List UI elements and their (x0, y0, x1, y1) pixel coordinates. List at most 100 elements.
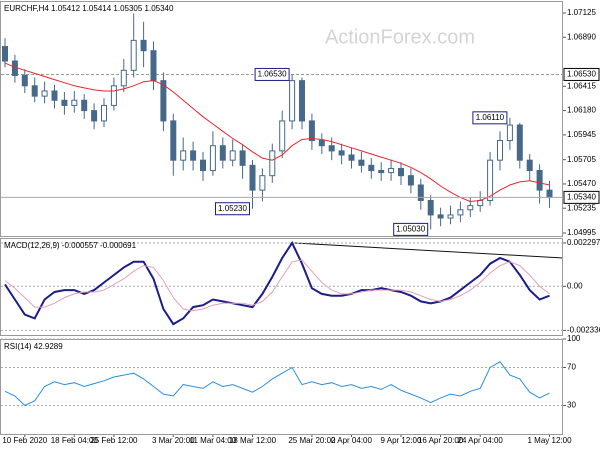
candle-body (200, 159, 206, 172)
candle-body (190, 150, 197, 161)
candle-body (388, 167, 395, 174)
x-tick-label: 18 Feb 04:00 (51, 436, 99, 445)
candle-body (318, 140, 325, 147)
candle-body (417, 184, 424, 201)
candle-body (41, 90, 48, 97)
candle-body (506, 124, 513, 142)
candle-body (180, 150, 187, 161)
y-tick-label: 1.06180 (567, 106, 596, 115)
annotation-label: 1.06110 (476, 113, 505, 122)
level-label-box (563, 67, 600, 81)
candle-body (447, 214, 454, 219)
x-tick-label: 9 Apr 12:00 (381, 436, 422, 445)
last-price-label: 1.05340 (567, 192, 596, 201)
x-tick-label: 11 Mar 04:00 (190, 436, 237, 445)
candle-body (91, 110, 98, 122)
annotation-box (254, 67, 290, 81)
level-label: 1.06530 (567, 70, 596, 79)
pane-frame (0, 238, 563, 336)
annotation-label: 1.05230 (218, 204, 247, 213)
x-tick-label: 25 Feb 12:00 (90, 436, 138, 445)
pane-frame (0, 1, 563, 237)
y-tick-label: -0.002336 (567, 326, 600, 335)
annotation-label: 1.05030 (396, 224, 425, 233)
x-tick-label: 24 Apr 04:00 (458, 436, 504, 445)
candle-body (289, 80, 296, 122)
candle-body (2, 46, 8, 62)
candle-body (31, 85, 38, 97)
y-tick-label: 1.07125 (567, 8, 596, 17)
candle-body (368, 164, 375, 172)
candle-body (21, 74, 28, 87)
pane-title: EURCHF,H4 1.05412 1.05414 1.05305 1.0534… (4, 4, 174, 13)
x-tick-label: 10 Feb 2020 (2, 436, 47, 445)
y-tick-label: 1.05470 (567, 179, 596, 188)
candle-body (140, 39, 147, 52)
y-tick-label: 1.06415 (567, 81, 596, 90)
candle-body (249, 164, 256, 191)
candle-body (219, 145, 226, 161)
candle-body (437, 214, 444, 219)
annotation-label: 1.06530 (258, 70, 287, 79)
pane-title: RSI(14) 42.9289 (4, 342, 63, 351)
candle-body (61, 99, 68, 106)
x-tick-label: 1 May 12:00 (527, 436, 572, 445)
y-tick-label: 100 (567, 334, 581, 343)
candle-body (328, 145, 335, 152)
y-tick-label: 1.05945 (567, 130, 596, 139)
candle-body (477, 199, 484, 207)
indicator-line (4, 361, 550, 407)
y-tick-label: 1.06890 (567, 32, 596, 41)
candle-body (170, 120, 177, 161)
candle-body (130, 39, 137, 71)
indicator-line (4, 62, 550, 203)
candle-body (209, 145, 216, 172)
annotation-box (215, 202, 250, 216)
indicator-line (4, 259, 550, 312)
candle-body (487, 159, 494, 201)
y-tick-label: 0.002297 (567, 238, 600, 247)
candle-body (536, 170, 543, 191)
candle-body (279, 120, 286, 152)
candle-body (239, 150, 246, 166)
candle-body (259, 175, 266, 191)
x-tick-label: 3 Mar 20:00 (152, 436, 195, 445)
candle-body (269, 150, 276, 177)
y-tick-label: 1.05705 (567, 155, 596, 164)
pane-title: MACD(12,26,9) -0.000557 -0.000691 (4, 241, 137, 250)
candle-body (497, 140, 503, 161)
y-tick-label: 1.05235 (567, 203, 596, 212)
candle-body (358, 159, 365, 166)
x-tick-label: 2 Apr 04:00 (331, 436, 372, 445)
candle-body (160, 80, 167, 122)
indicator-line (4, 240, 550, 326)
y-tick-label: 30 (567, 401, 576, 410)
candle-body (110, 85, 117, 106)
x-tick-label: 18 Mar 12:00 (229, 436, 277, 445)
candle-body (101, 104, 107, 122)
annotation-box (472, 111, 508, 125)
candle-body (120, 69, 127, 87)
candle-body (467, 205, 474, 211)
x-tick-label: 25 Mar 20:00 (288, 436, 336, 445)
x-tick-label: 16 Apr 20:00 (418, 436, 464, 445)
y-tick-label: 1.04995 (567, 228, 596, 237)
candle-body (71, 99, 78, 106)
candle-body (229, 150, 236, 161)
candle-body (338, 150, 345, 156)
annotation-box (393, 222, 429, 236)
candle-body (348, 154, 355, 161)
y-tick-label: 0.00 (567, 281, 583, 290)
candle-body (150, 50, 157, 82)
y-tick-label: 70 (567, 363, 576, 372)
candle-body (457, 209, 464, 216)
candle-body (516, 124, 523, 161)
candle-body (308, 120, 315, 142)
candle-body (398, 167, 404, 177)
candle-body (378, 170, 385, 174)
candle-body (526, 159, 533, 172)
candle-body (299, 80, 305, 122)
